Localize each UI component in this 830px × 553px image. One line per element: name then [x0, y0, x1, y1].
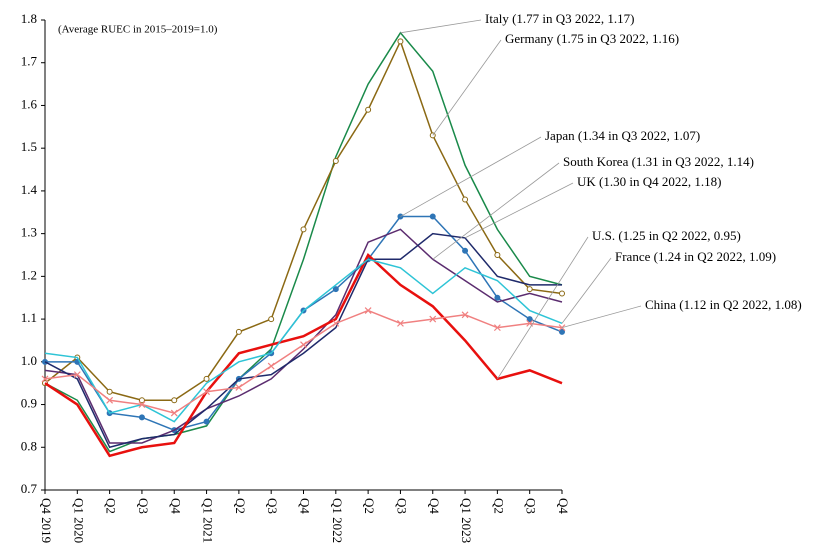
leader-line [432, 162, 560, 260]
series-line [44, 31, 563, 453]
annotation: China (1.12 in Q2 2022, 1.08) [645, 297, 802, 312]
series-line [44, 232, 562, 449]
y-tick-label: 1.5 [21, 139, 37, 154]
annotation: South Korea (1.31 in Q3 2022, 1.14) [563, 154, 754, 169]
annotation: Japan (1.34 in Q3 2022, 1.07) [545, 128, 700, 143]
x-tick-label: Q2 [491, 498, 506, 514]
x-tick-label: Q3 [524, 498, 539, 514]
annotation: France (1.24 in Q2 2022, 1.09) [615, 249, 776, 264]
annotation: UK (1.30 in Q4 2022, 1.18) [577, 174, 721, 189]
x-tick-label: Q2 [104, 498, 119, 514]
point [203, 418, 210, 425]
leader-line [497, 236, 589, 380]
point [235, 328, 242, 335]
point [267, 362, 275, 370]
point [300, 341, 307, 349]
point [429, 213, 436, 220]
series-line [44, 39, 563, 402]
y-tick-label: 0.7 [21, 481, 38, 496]
point [73, 371, 81, 379]
leader-line [400, 136, 542, 217]
annotation: Germany (1.75 in Q3 2022, 1.16) [505, 31, 679, 46]
point [138, 414, 145, 421]
y-tick-label: 1.0 [21, 353, 37, 368]
point [138, 397, 145, 404]
x-tick-label: Q1 2022 [330, 498, 345, 543]
annotation: U.S. (1.25 in Q2 2022, 0.95) [592, 228, 741, 243]
point [268, 316, 275, 323]
point [461, 311, 469, 319]
series-line [45, 215, 563, 431]
y-tick-label: 0.9 [21, 396, 37, 411]
y-tick-label: 1.2 [21, 267, 37, 282]
x-tick-label: Q3 [136, 498, 151, 514]
x-tick-label: Q3 [265, 498, 280, 514]
point [203, 375, 210, 382]
point [462, 196, 469, 203]
point [397, 319, 404, 327]
annotation: Italy (1.77 in Q3 2022, 1.17) [485, 11, 634, 26]
y-tick-label: 1.3 [21, 225, 37, 240]
x-tick-label: Q1 2020 [71, 498, 86, 543]
y-tick-label: 1.4 [21, 182, 38, 197]
x-tick-label: Q4 [427, 498, 442, 514]
point [41, 375, 49, 383]
leader-line [561, 257, 612, 324]
leader-line [561, 305, 642, 329]
point [106, 388, 113, 395]
y-tick-label: 1.7 [21, 54, 38, 69]
point [170, 409, 178, 417]
x-tick-label: Q2 [233, 498, 248, 514]
series-line [44, 258, 563, 423]
point [332, 286, 339, 293]
point [300, 226, 307, 233]
point [332, 158, 339, 164]
x-tick-label: Q1 2023 [459, 498, 474, 543]
point [493, 324, 501, 332]
point [526, 316, 533, 323]
x-tick-label: Q1 2021 [201, 498, 216, 543]
point [429, 315, 437, 323]
point [332, 319, 340, 327]
x-tick-label: Q3 [394, 498, 409, 514]
x-tick-label: Q4 2019 [39, 498, 54, 543]
x-tick-label: Q2 [362, 498, 377, 514]
point [138, 401, 146, 408]
series-line [44, 252, 563, 458]
x-tick-label: Q4 [298, 498, 313, 514]
y-tick-label: 1.6 [21, 96, 38, 111]
series-line [44, 228, 563, 444]
point [526, 286, 533, 293]
point [365, 106, 372, 113]
x-tick-label: Q4 [556, 498, 571, 514]
y-tick-label: 1.1 [21, 310, 37, 325]
point [494, 294, 501, 301]
point [397, 38, 404, 45]
point [462, 247, 469, 254]
x-tick-label: Q4 [168, 498, 183, 514]
point [559, 290, 565, 297]
point [559, 328, 565, 335]
y-tick-label: 1.8 [21, 11, 37, 26]
leader-line [432, 39, 502, 136]
point [203, 388, 210, 396]
point [171, 397, 178, 404]
point [494, 252, 501, 258]
point [106, 396, 114, 404]
y-tick-label: 0.8 [21, 438, 37, 453]
leader-line [464, 182, 574, 239]
point [235, 384, 243, 391]
leader-line [400, 19, 482, 34]
chart-note: (Average RUEC in 2015–2019=1.0) [58, 24, 218, 36]
point [364, 307, 372, 314]
